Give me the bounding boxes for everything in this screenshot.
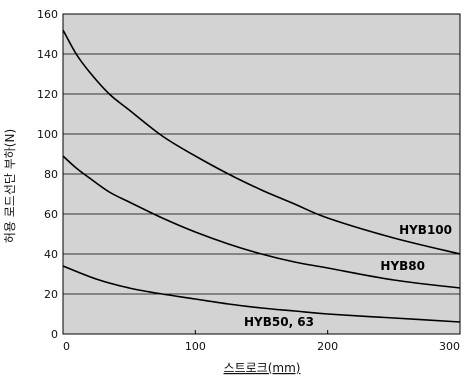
y-tick-label-60: 60 (44, 208, 58, 221)
y-tick-label-100: 100 (37, 128, 58, 141)
y-tick-label-20: 20 (44, 288, 58, 301)
series-line-0 (62, 29, 461, 255)
series-line-2 (62, 265, 461, 323)
y-tick-labels: 0 20 40 60 80 100 120 140 160 (37, 8, 58, 341)
x-tick-label-100: 100 (185, 340, 206, 353)
y-tick-label-160: 160 (37, 8, 58, 21)
y-tick-label-120: 120 (37, 88, 58, 101)
x-tick-label-200: 200 (317, 340, 338, 353)
x-tick-label-300: 300 (439, 340, 460, 353)
y-tick-label-140: 140 (37, 48, 58, 61)
series-line-1 (62, 155, 461, 289)
series-label-hyb80: HYB80 (380, 259, 425, 273)
y-tick-label-0: 0 (51, 328, 58, 341)
series-label-hyb100: HYB100 (399, 223, 452, 237)
y-tick-label-80: 80 (44, 168, 58, 181)
x-tick-labels: 0 100 200 300 (62, 330, 461, 353)
x-axis-title: 스트로크(mm) (224, 361, 301, 375)
series-label-hyb50-63: HYB50, 63 (244, 315, 314, 329)
y-tick-label-40: 40 (44, 248, 58, 261)
plot-frame (62, 13, 461, 335)
series-lines (62, 29, 461, 323)
x-tick-label-0: 0 (63, 340, 70, 353)
y-axis-title: 허용 로드선단 부하(N) (3, 129, 17, 243)
